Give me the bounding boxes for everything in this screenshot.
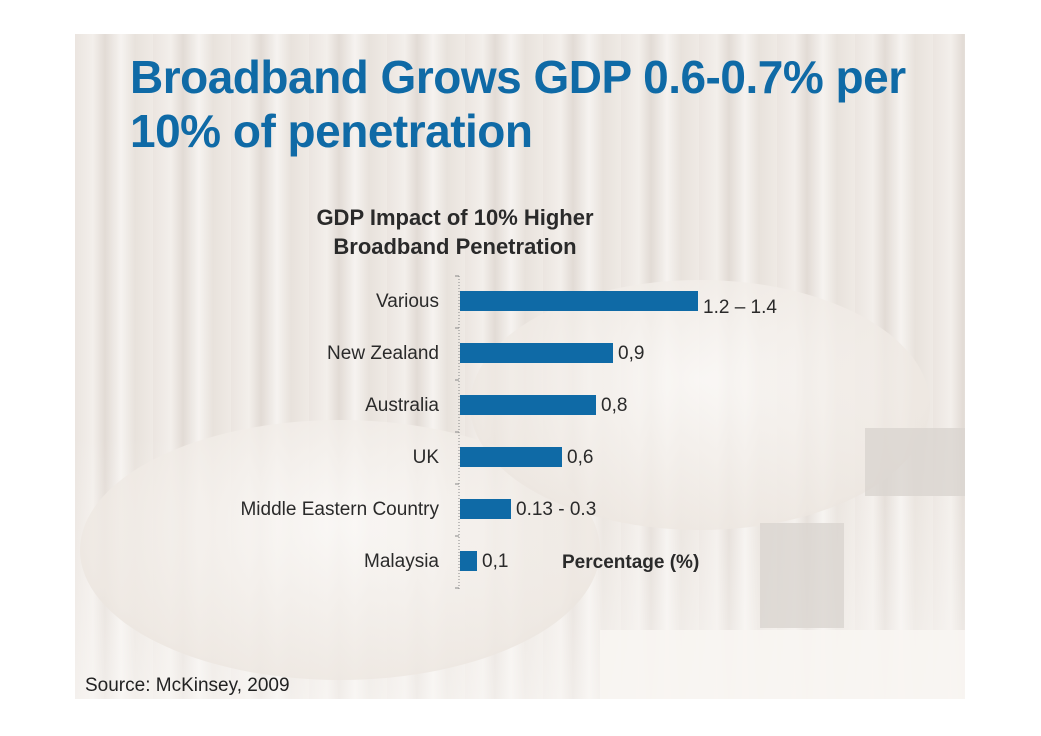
stone-plinth-decoration <box>760 523 844 628</box>
source-note: Source: McKinsey, 2009 <box>85 675 290 696</box>
chart-title-line2: Broadband Penetration <box>333 234 577 259</box>
step-decoration <box>600 630 965 699</box>
chart-title-line1: GDP Impact of 10% Higher <box>316 205 594 230</box>
x-axis-label: Percentage (%) <box>562 552 699 573</box>
category-label: Middle Eastern Country <box>240 499 439 520</box>
slide-title: Broadband Grows GDP 0.6-0.7% per 10% of … <box>130 50 950 158</box>
data-label: 1.2 – 1.4 <box>703 297 777 318</box>
slide-title-line2: 10% of penetration <box>130 105 533 157</box>
data-label: 0,6 <box>567 447 593 468</box>
bar <box>460 551 477 571</box>
category-label: New Zealand <box>327 343 439 364</box>
stone-plinth-decoration <box>865 428 965 496</box>
bar <box>460 447 562 467</box>
data-label: 0,1 <box>482 551 508 572</box>
category-label: Malaysia <box>364 551 439 572</box>
bar <box>460 291 698 311</box>
category-label: Australia <box>365 395 439 416</box>
category-label: Various <box>376 291 439 312</box>
data-label: 0,8 <box>601 395 627 416</box>
data-label: 0,9 <box>618 343 644 364</box>
category-label: UK <box>413 447 440 468</box>
chart-title: GDP Impact of 10% Higher Broadband Penet… <box>270 203 640 261</box>
bar <box>460 343 613 363</box>
bar <box>460 395 596 415</box>
bar <box>460 499 511 519</box>
data-label: 0.13 - 0.3 <box>516 499 596 520</box>
slide-title-line1: Broadband Grows GDP 0.6-0.7% per <box>130 51 906 103</box>
